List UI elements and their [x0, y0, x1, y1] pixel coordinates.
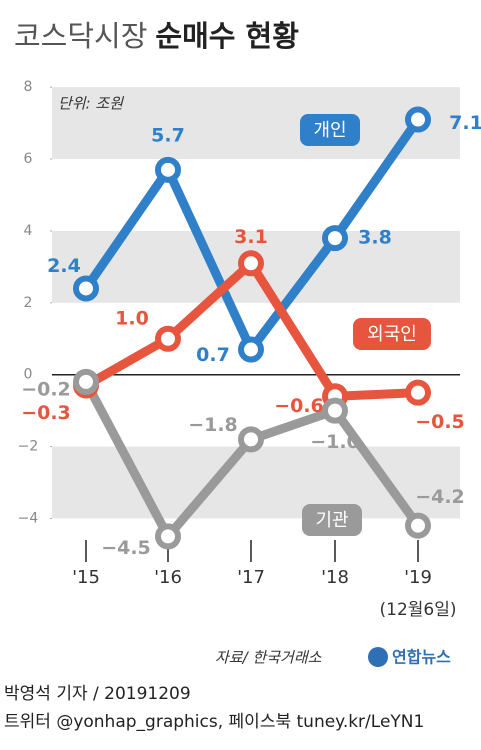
byline: 박영석 기자 / 20191209 [4, 684, 191, 704]
value-label: −4.2 [415, 486, 465, 508]
point [405, 106, 431, 133]
chart-title: 코스닥시장 순매수 현황 [14, 19, 299, 53]
value-label: −0.5 [415, 411, 465, 433]
social: 트위터 @yonhap_graphics, 페이스북 tuney.kr/LeYN… [4, 712, 424, 732]
point [405, 379, 431, 406]
value-label: 3.8 [358, 227, 392, 249]
value-label: 2.4 [47, 255, 81, 277]
point [73, 275, 99, 302]
source: 자료/ 한국거래소 [215, 649, 322, 667]
point [405, 512, 431, 539]
point [238, 426, 264, 453]
value-label: −0.3 [21, 402, 71, 424]
title-bold: 순매수 현황 [155, 19, 299, 53]
legend-label: 개인 [313, 120, 346, 141]
y-tick-label: 2 [24, 295, 33, 311]
point [322, 397, 348, 424]
x-tick-label: '18 [321, 567, 349, 588]
legend-label: 기관 [315, 510, 348, 531]
agency-logo [368, 647, 388, 667]
legend-box [302, 504, 362, 536]
x-tick-label: '17 [237, 567, 265, 588]
y-tick-label: −2 [18, 439, 39, 455]
y-tick-label: 6 [24, 151, 33, 167]
unit-label: 단위: 조원 [58, 95, 124, 113]
date-note: (12월6일) [380, 600, 457, 620]
value-label: 0.7 [196, 344, 230, 366]
value-label: −4.5 [101, 537, 151, 559]
point [155, 325, 181, 352]
y-tick-label: −4 [18, 510, 39, 526]
point [238, 250, 264, 277]
point [322, 225, 348, 252]
y-tick-label: 4 [24, 223, 33, 239]
y-tick-label: 8 [24, 79, 33, 95]
legend-label: 외국인 [367, 324, 417, 345]
agency: 연합뉴스 [392, 648, 451, 667]
value-label: −0.6 [274, 395, 324, 417]
point [238, 336, 264, 363]
value-label: −0.2 [21, 378, 71, 400]
value-label: 3.1 [234, 226, 268, 248]
value-label: 7.1 [449, 112, 481, 134]
x-tick-label: '15 [72, 567, 100, 588]
value-label: 5.7 [151, 124, 185, 146]
value-label: 1.0 [115, 307, 149, 329]
grid-band [52, 446, 460, 519]
title-light: 코스닥시장 [14, 19, 147, 53]
value-label: −1.8 [188, 414, 238, 436]
value-label: −1.0 [310, 431, 360, 453]
point [73, 368, 99, 395]
legend-box [353, 318, 431, 350]
x-tick-label: '16 [154, 567, 182, 588]
legend-box [300, 114, 360, 146]
plot-area: 8 6 4 2 0 −2 −4 '15 '16 '17 '18 '19 2.4 5.7 0.7 3.8 7.1 개… [18, 79, 481, 588]
point [155, 156, 181, 183]
x-tick-label: '19 [404, 567, 432, 588]
point [155, 523, 181, 550]
y-tick-label: 0 [24, 367, 33, 383]
grid-band [52, 87, 460, 160]
